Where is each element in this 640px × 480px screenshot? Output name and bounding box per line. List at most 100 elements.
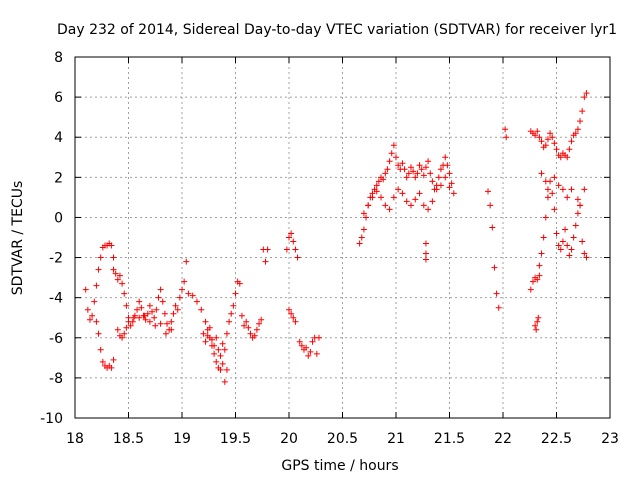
y-tick-label: 6 bbox=[54, 90, 63, 106]
data-point bbox=[159, 298, 166, 305]
data-point bbox=[179, 286, 185, 293]
y-tick-label: -10 bbox=[40, 411, 63, 427]
data-point bbox=[97, 346, 104, 353]
data-point bbox=[577, 202, 584, 209]
data-point bbox=[288, 310, 295, 317]
data-point bbox=[211, 342, 218, 349]
data-point bbox=[217, 352, 224, 359]
data-point bbox=[534, 276, 541, 283]
data-point bbox=[568, 246, 575, 253]
data-point bbox=[125, 318, 132, 325]
data-point bbox=[390, 142, 397, 149]
data-point bbox=[253, 326, 260, 333]
data-point bbox=[157, 320, 164, 327]
series-group bbox=[200, 324, 230, 385]
data-point bbox=[375, 178, 382, 185]
data-point bbox=[572, 222, 579, 229]
data-point bbox=[123, 324, 130, 331]
series-group bbox=[360, 174, 453, 217]
data-point bbox=[221, 378, 228, 385]
x-tick-label: 19.5 bbox=[220, 431, 251, 447]
data-point bbox=[315, 334, 322, 341]
x-tick-label: 20 bbox=[280, 431, 298, 447]
data-point bbox=[427, 170, 434, 177]
y-tick-label: -4 bbox=[49, 291, 63, 307]
data-point bbox=[162, 330, 169, 337]
data-point bbox=[544, 194, 551, 201]
y-tick-label: 4 bbox=[54, 130, 63, 146]
data-point bbox=[532, 132, 539, 139]
data-point bbox=[223, 366, 230, 373]
data-point bbox=[247, 330, 254, 337]
data-point bbox=[149, 308, 156, 315]
data-point bbox=[241, 322, 248, 329]
data-point bbox=[407, 202, 414, 209]
data-point bbox=[403, 174, 410, 181]
data-point bbox=[112, 270, 119, 277]
data-point bbox=[258, 316, 265, 323]
data-point bbox=[202, 318, 209, 325]
data-point bbox=[251, 332, 258, 339]
data-point bbox=[232, 290, 239, 297]
data-point bbox=[168, 318, 175, 325]
data-point bbox=[219, 360, 226, 367]
data-point bbox=[93, 282, 100, 289]
series-group bbox=[110, 258, 190, 333]
data-point bbox=[395, 186, 402, 193]
data-point bbox=[574, 210, 581, 217]
data-point bbox=[446, 170, 453, 177]
data-point bbox=[264, 246, 271, 253]
data-point bbox=[286, 234, 292, 241]
data-point bbox=[121, 330, 128, 337]
data-point bbox=[123, 302, 130, 309]
data-point bbox=[97, 254, 104, 261]
data-point bbox=[429, 198, 436, 205]
data-point bbox=[442, 174, 449, 181]
data-point bbox=[288, 230, 295, 237]
series-group bbox=[532, 170, 588, 333]
data-point bbox=[502, 126, 509, 133]
data-point bbox=[114, 276, 121, 283]
y-tick-label: 8 bbox=[54, 50, 63, 66]
data-point bbox=[161, 310, 168, 317]
data-point bbox=[200, 330, 207, 337]
y-tick-label: -6 bbox=[49, 331, 63, 347]
data-point bbox=[292, 318, 299, 325]
series-group bbox=[283, 230, 322, 359]
data-point bbox=[245, 324, 252, 331]
data-point bbox=[529, 278, 536, 285]
data-point bbox=[425, 206, 432, 213]
data-point bbox=[363, 214, 370, 221]
data-point bbox=[110, 266, 117, 273]
data-point bbox=[542, 214, 549, 221]
data-point bbox=[144, 310, 151, 317]
data-point bbox=[412, 174, 419, 181]
data-point bbox=[155, 294, 162, 301]
data-point bbox=[170, 310, 177, 317]
data-point bbox=[168, 326, 175, 333]
data-point bbox=[536, 134, 543, 141]
data-point bbox=[384, 166, 391, 173]
data-point bbox=[401, 166, 408, 173]
data-point bbox=[298, 342, 305, 349]
data-point bbox=[142, 316, 149, 323]
data-point bbox=[446, 184, 453, 191]
data-point bbox=[435, 174, 442, 181]
data-point bbox=[206, 324, 213, 331]
data-point bbox=[262, 258, 269, 265]
data-point bbox=[211, 350, 218, 357]
series-group bbox=[245, 246, 271, 341]
data-point bbox=[437, 182, 444, 189]
data-point bbox=[223, 330, 230, 337]
data-point bbox=[309, 338, 316, 345]
data-point bbox=[86, 316, 93, 323]
data-point bbox=[583, 90, 590, 97]
data-point bbox=[373, 188, 380, 195]
data-point bbox=[119, 280, 126, 287]
data-point bbox=[121, 290, 128, 297]
data-point bbox=[294, 254, 301, 261]
data-point bbox=[110, 254, 117, 261]
data-point bbox=[448, 180, 455, 187]
data-point bbox=[407, 164, 414, 171]
data-point bbox=[213, 334, 220, 341]
